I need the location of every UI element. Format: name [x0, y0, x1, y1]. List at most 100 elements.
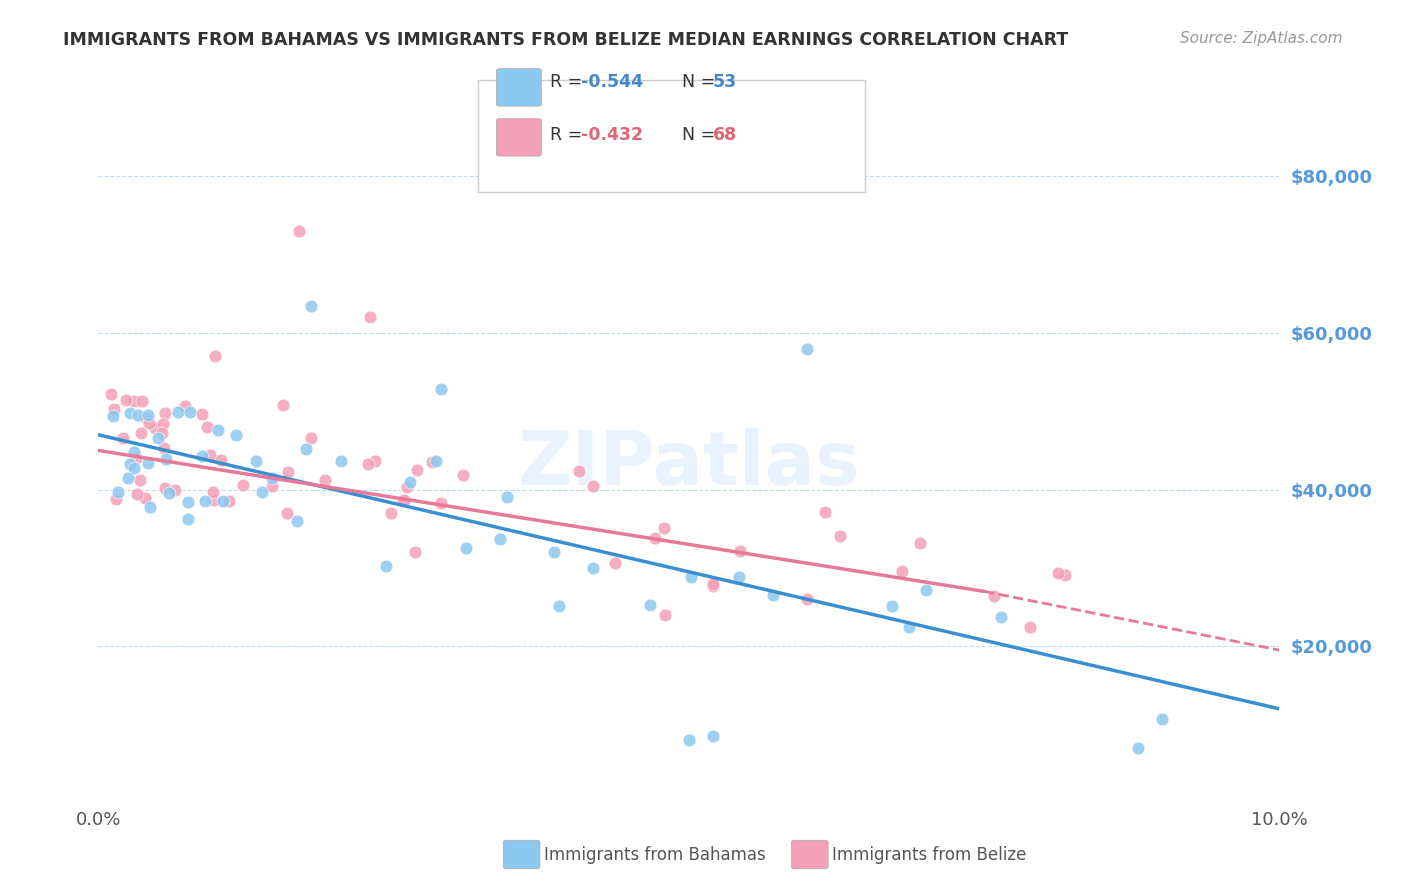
Point [1046, 566, 1069, 580]
Point [111, 431, 134, 445]
Point [155, 406, 177, 420]
Point [548, 599, 571, 614]
Point [155, 451, 177, 466]
Point [152, 441, 174, 455]
Point [262, 471, 284, 485]
Point [329, 453, 352, 467]
Point [420, 455, 443, 469]
Point [120, 406, 142, 420]
Point [245, 454, 267, 468]
Point [380, 506, 402, 520]
Point [277, 465, 299, 479]
Text: N =: N = [682, 126, 721, 144]
Point [167, 405, 190, 419]
Point [404, 545, 426, 559]
Text: IMMIGRANTS FROM BAHAMAS VS IMMIGRANTS FROM BELIZE MEDIAN EARNINGS CORRELATION CH: IMMIGRANTS FROM BAHAMAS VS IMMIGRANTS FR… [63, 31, 1069, 49]
Point [218, 494, 240, 508]
Point [654, 607, 676, 622]
Text: Source: ZipAtlas.com: Source: ZipAtlas.com [1180, 31, 1343, 46]
Text: 53: 53 [713, 73, 737, 91]
Point [374, 558, 396, 573]
Point [908, 536, 931, 550]
Text: -0.544: -0.544 [581, 73, 643, 91]
Point [425, 454, 447, 468]
Point [364, 454, 387, 468]
Point [451, 468, 474, 483]
Point [295, 442, 318, 456]
Point [190, 407, 212, 421]
Point [828, 529, 851, 543]
Point [1018, 620, 1040, 634]
Point [543, 545, 565, 559]
Point [915, 582, 938, 597]
Point [159, 486, 181, 500]
Point [200, 448, 222, 462]
Point [679, 570, 702, 584]
Point [702, 579, 724, 593]
Text: -0.432: -0.432 [581, 126, 643, 144]
Point [644, 531, 666, 545]
Point [456, 541, 478, 556]
Point [1150, 712, 1173, 726]
Point [125, 451, 148, 466]
Point [890, 564, 912, 578]
Point [990, 610, 1012, 624]
Point [430, 382, 453, 396]
Point [191, 449, 214, 463]
Point [250, 484, 273, 499]
Point [136, 456, 159, 470]
Point [194, 494, 217, 508]
Point [122, 445, 145, 459]
Point [177, 512, 200, 526]
Point [150, 425, 173, 440]
Point [107, 485, 129, 500]
Point [153, 481, 176, 495]
Point [207, 423, 229, 437]
Point [357, 458, 380, 472]
Point [430, 496, 453, 510]
Point [1126, 741, 1149, 756]
Point [652, 521, 675, 535]
Point [702, 576, 724, 591]
Point [399, 475, 422, 490]
Point [796, 342, 818, 356]
Point [201, 484, 224, 499]
Point [103, 401, 125, 416]
Text: 68: 68 [713, 126, 737, 144]
Point [122, 394, 145, 409]
Point [136, 408, 159, 422]
Point [603, 557, 626, 571]
Point [288, 224, 311, 238]
Point [179, 404, 201, 418]
Point [728, 544, 751, 558]
Point [138, 416, 160, 430]
Point [131, 393, 153, 408]
Point [678, 733, 700, 747]
Point [314, 473, 336, 487]
Point [405, 463, 427, 477]
Point [139, 500, 162, 514]
Point [114, 392, 136, 407]
Point [135, 410, 157, 425]
Point [273, 399, 295, 413]
Point [897, 619, 920, 633]
Point [762, 588, 785, 602]
Point [101, 409, 124, 423]
Point [882, 599, 904, 613]
Text: ZIPatlas: ZIPatlas [517, 428, 860, 501]
Point [117, 470, 139, 484]
Point [359, 310, 381, 325]
Point [225, 427, 247, 442]
Point [100, 387, 122, 401]
Point [204, 349, 226, 363]
Point [638, 598, 661, 612]
Text: R =: R = [550, 73, 588, 91]
Point [276, 506, 298, 520]
Point [392, 493, 415, 508]
Point [174, 399, 197, 413]
Point [134, 491, 156, 506]
Text: N =: N = [682, 73, 721, 91]
Point [143, 421, 166, 435]
Point [728, 569, 751, 583]
Point [122, 461, 145, 475]
